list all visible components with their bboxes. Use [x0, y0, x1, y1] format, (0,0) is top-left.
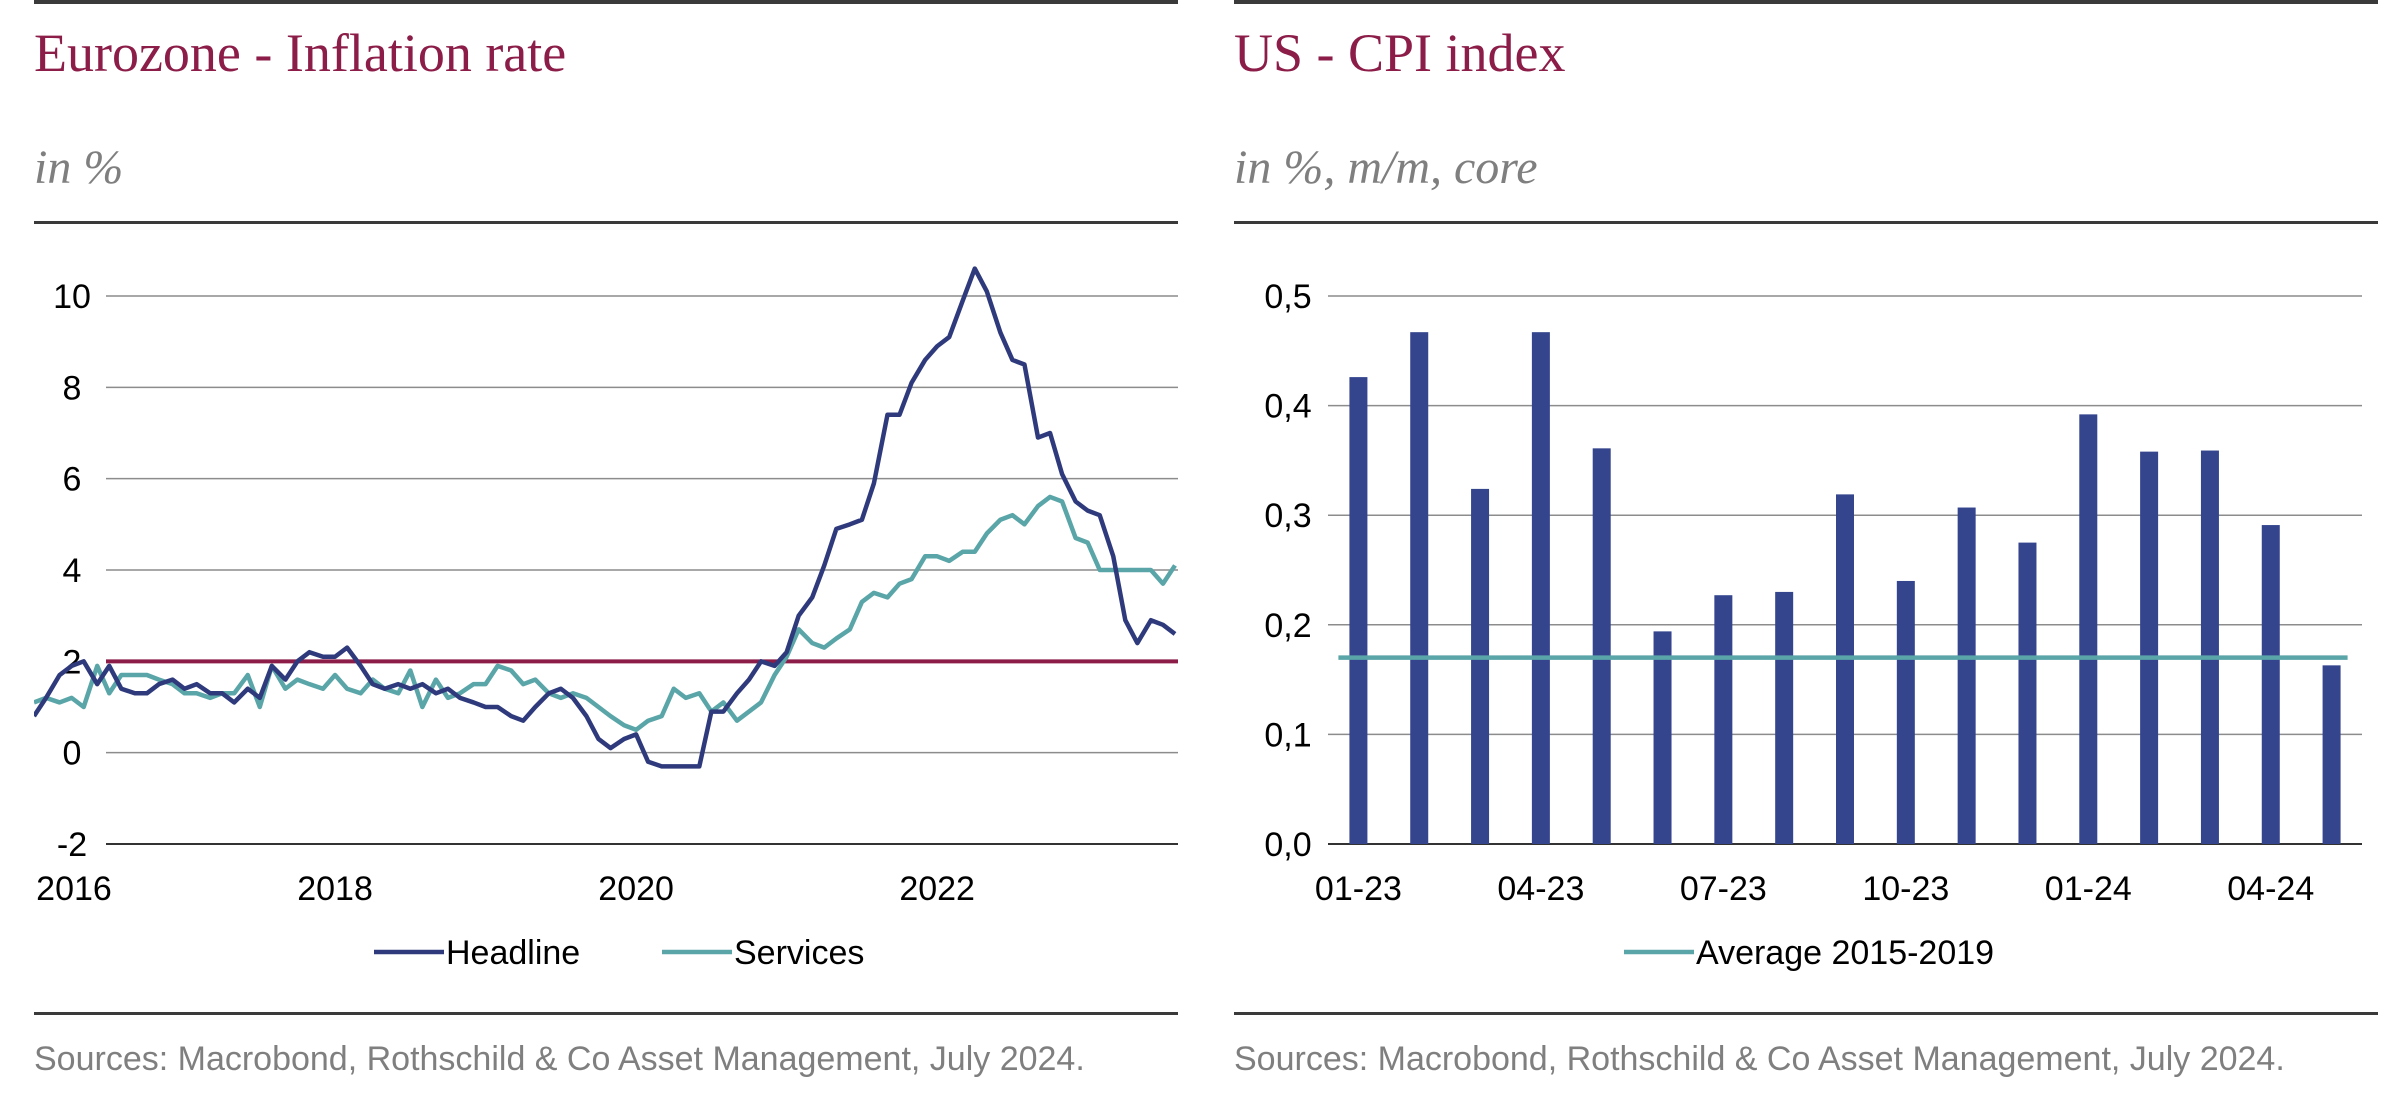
bar-09-23 [1836, 494, 1854, 844]
bar-05-23 [1592, 448, 1611, 844]
bar-01-23 [1349, 377, 1368, 844]
series-headline [34, 266, 1177, 769]
x-tick-label: 2018 [297, 870, 373, 908]
legend-label-average: Average 2015-2019 [1696, 934, 1994, 972]
bar-05-24 [2322, 665, 2341, 844]
y-tick-label: 0,2 [1264, 607, 1311, 645]
footer-rule [1234, 1012, 2378, 1015]
bar-08-23 [1775, 591, 1794, 844]
x-tick-label: 04-24 [2227, 870, 2314, 908]
y-tick-label: 0,5 [1264, 278, 1311, 316]
bar-12-23 [2018, 542, 2037, 844]
bar-03-23 [1471, 488, 1490, 844]
x-tick-label: 10-23 [1862, 870, 1949, 908]
bar-04-24 [2261, 525, 2280, 844]
x-tick-label: 01-23 [1315, 870, 1402, 908]
y-tick-label: 0,3 [1264, 497, 1311, 535]
y-tick-label: 0,0 [1264, 826, 1311, 864]
bar-06-23 [1653, 631, 1672, 844]
us-cpi-chart: 0,0 0,1 0,2 0,3 0,4 0,5 01-23 04-23 07-23 10-23 01… [1264, 278, 2362, 972]
bar-02-24 [2140, 451, 2159, 844]
y-tick-label: 0,4 [1264, 388, 1311, 426]
panel-eurozone: Eurozone - Inflation rate in % -2 0 2 4 6 8 10… [34, 0, 1178, 1102]
bar-10-23 [1896, 580, 1915, 844]
footer-rule [34, 1012, 1178, 1015]
legend-label-headline: Headline [446, 934, 580, 972]
panel-us: US - CPI index in %, m/m, core 0,0 0,1 0,2… [1234, 0, 2378, 1102]
y-tick-label: 4 [63, 552, 82, 590]
bar-02-23 [1410, 332, 1429, 844]
chart-subtitle: in % [34, 141, 124, 194]
y-tick-label: -2 [57, 826, 87, 864]
chart-title: US - CPI index [1234, 23, 1566, 83]
bar-04-23 [1531, 332, 1550, 844]
header-rule [34, 221, 1178, 224]
source-note: Sources: Macrobond, Rothschild & Co Asse… [1234, 1040, 2285, 1078]
chart-title: Eurozone - Inflation rate [34, 23, 567, 83]
y-tick-label: 6 [63, 461, 82, 499]
x-tick-label: 01-24 [2045, 870, 2132, 908]
y-tick-label: 10 [53, 278, 91, 316]
top-rule [1234, 0, 2378, 4]
bar-11-23 [1957, 507, 1976, 844]
legend-label-services: Services [734, 934, 864, 972]
y-tick-label: 8 [63, 369, 82, 407]
x-tick-label: 2022 [899, 870, 975, 908]
bar-07-23 [1714, 595, 1733, 844]
x-tick-label: 2020 [598, 870, 674, 908]
series-line-services [34, 494, 1177, 733]
header-rule [1234, 221, 2378, 224]
y-tick-label: 0 [63, 735, 82, 773]
series-line-headline [34, 266, 1177, 769]
x-tick-label: 2016 [36, 870, 112, 908]
top-rule [34, 0, 1178, 4]
x-tick-label: 07-23 [1680, 870, 1767, 908]
series-services [34, 494, 1177, 733]
source-note: Sources: Macrobond, Rothschild & Co Asse… [34, 1040, 1085, 1078]
y-tick-label: 0,1 [1264, 716, 1311, 754]
bar-03-24 [2200, 450, 2219, 844]
chart-subtitle: in %, m/m, core [1234, 141, 1538, 194]
bar-01-24 [2079, 414, 2098, 844]
x-tick-label: 04-23 [1497, 870, 1584, 908]
